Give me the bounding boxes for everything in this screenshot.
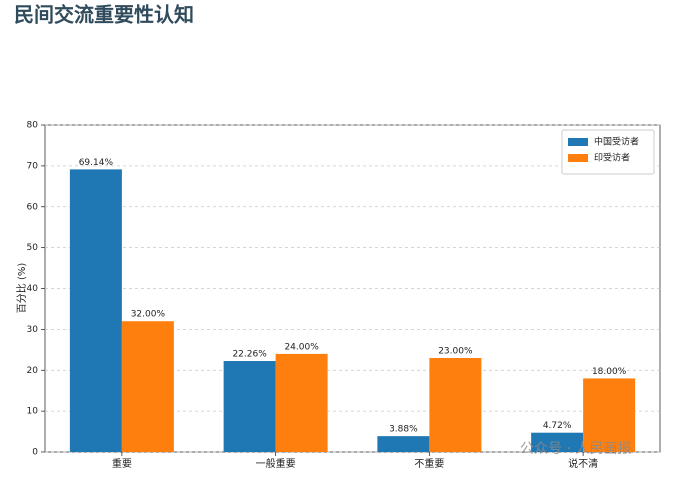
value-label: 32.00% bbox=[131, 310, 166, 320]
watermark: 公众号 · 人民画报 bbox=[520, 441, 631, 457]
y-tick-label: 40 bbox=[27, 284, 39, 294]
value-label: 69.14% bbox=[79, 158, 114, 168]
bar bbox=[583, 378, 636, 452]
legend-swatch bbox=[568, 138, 588, 146]
y-tick-label: 60 bbox=[27, 202, 39, 212]
y-tick-label: 30 bbox=[27, 325, 39, 335]
y-tick-label: 80 bbox=[27, 121, 39, 131]
value-label: 3.88% bbox=[389, 425, 418, 435]
bar bbox=[275, 353, 328, 452]
y-tick-label: 10 bbox=[27, 407, 39, 417]
bar bbox=[121, 321, 174, 452]
x-tick-label: 一般重要 bbox=[256, 457, 296, 470]
bar bbox=[531, 432, 584, 452]
legend-label: 中国受访者 bbox=[594, 136, 639, 148]
value-label: 4.72% bbox=[543, 421, 572, 431]
legend-label: 印受访者 bbox=[594, 152, 630, 164]
bar bbox=[223, 361, 276, 452]
chart-title: 民间交流重要性认知 bbox=[14, 3, 194, 27]
x-tick-label: 说不清 bbox=[568, 457, 598, 470]
value-label: 22.26% bbox=[232, 350, 267, 360]
y-tick-label: 0 bbox=[32, 448, 38, 458]
bar bbox=[377, 436, 430, 452]
x-tick-label: 不重要 bbox=[414, 457, 444, 470]
value-label: 23.00% bbox=[438, 346, 473, 356]
bar bbox=[69, 169, 122, 452]
y-tick-label: 70 bbox=[27, 161, 39, 171]
y-tick-label: 20 bbox=[27, 366, 39, 376]
x-tick-label: 重要 bbox=[112, 457, 132, 470]
legend-swatch bbox=[568, 154, 588, 162]
y-axis-label: 百分比 (%) bbox=[16, 263, 28, 314]
value-label: 18.00% bbox=[592, 367, 627, 377]
bar bbox=[429, 357, 482, 452]
y-tick-label: 50 bbox=[27, 243, 39, 253]
value-label: 24.00% bbox=[284, 342, 319, 352]
